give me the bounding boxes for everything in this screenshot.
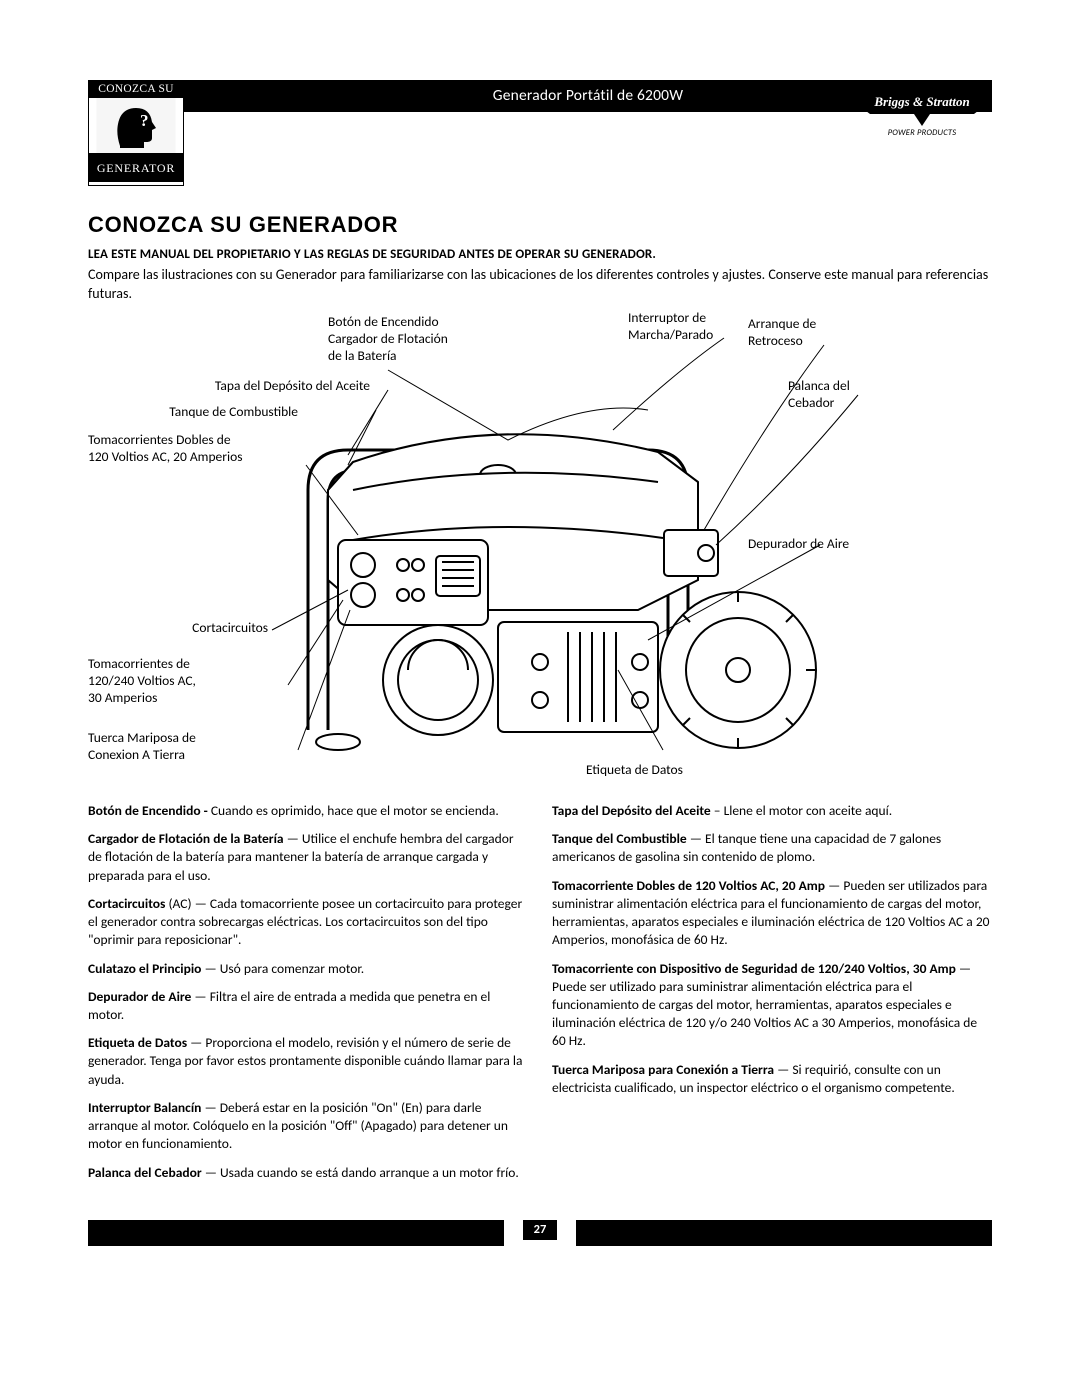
description-entry: Tanque del Combustible — El tanque tiene…: [552, 830, 992, 866]
label-tanque: Tanque de Combustible: [118, 404, 298, 421]
description-entry: Botón de Encendido - Cuando es oprimido,…: [88, 802, 528, 820]
generator-diagram: Botón de Encendido Cargador de Flotación…: [88, 310, 992, 800]
label-cortacirc: Cortacircuitos: [138, 620, 268, 637]
label-tapa-aceite: Tapa del Depósito del Aceite: [148, 378, 370, 395]
badge-head-icon: ?: [89, 98, 183, 154]
title-bar-text: Generador Portátil de 6200W: [493, 86, 683, 107]
label-tuerca: Tuerca Mariposa de Conexion A Tierra: [88, 730, 288, 764]
label-etiqueta: Etiqueta de Datos: [586, 762, 746, 779]
brand-logo: Briggs & Stratton POWER PRODUCTS: [852, 86, 992, 140]
description-entry: Depurador de Aire — Filtra el aire de en…: [88, 988, 528, 1024]
page-footer: 27: [88, 1220, 992, 1246]
description-entry: Etiqueta de Datos — Proporciona el model…: [88, 1034, 528, 1089]
description-entry: Cargador de Flotación de la Batería — Ut…: [88, 830, 528, 885]
label-dobles120: Tomacorrientes Dobles de 120 Voltios AC,…: [88, 432, 306, 466]
description-entry: Tomacorriente Dobles de 120 Voltios AC, …: [552, 877, 992, 950]
brand-sub: POWER PRODUCTS: [852, 128, 992, 139]
description-columns: Botón de Encendido - Cuando es oprimido,…: [88, 802, 992, 1192]
description-entry: Tomacorriente con Dispositivo de Segurid…: [552, 960, 992, 1051]
badge-bottom-text: GENERATOR: [89, 154, 183, 182]
label-arranque: Arranque de Retroceso: [748, 316, 868, 350]
section-subhead: LEA ESTE MANUAL DEL PROPIETARIO Y LAS RE…: [88, 246, 992, 264]
description-col-left: Botón de Encendido - Cuando es oprimido,…: [88, 802, 528, 1192]
badge-top-text: CONOZCA SU: [89, 81, 183, 98]
label-toma120-240: Tomacorrientes de 120/240 Voltios AC, 30…: [88, 656, 288, 707]
header: CONOZCA SU ? GENERATOR Generador Portáti…: [88, 80, 992, 190]
section-intro: Compare las ilustraciones con su Generad…: [88, 266, 992, 304]
section-heading: CONOZCA SU GENERADOR: [88, 210, 992, 240]
know-your-badge: CONOZCA SU ? GENERATOR: [88, 80, 184, 186]
svg-text:?: ?: [140, 111, 149, 130]
description-entry: Culatazo el Principio — Usó para comenza…: [88, 960, 528, 978]
description-entry: Interruptor Balancín — Deberá estar en l…: [88, 1099, 528, 1154]
description-entry: Palanca del Cebador — Usada cuando se es…: [88, 1164, 528, 1182]
label-palanca: Palanca del Cebador: [788, 378, 908, 412]
label-interruptor: Interruptor de Marcha/Parado: [628, 310, 748, 344]
description-entry: Tapa del Depósito del Aceite – Llene el …: [552, 802, 992, 820]
brand-name: Briggs & Stratton: [873, 94, 969, 109]
label-boton-float: Botón de Encendido Cargador de Flotación…: [328, 314, 508, 365]
description-entry: Tuerca Mariposa para Conexión a Tierra —…: [552, 1061, 992, 1097]
label-depurador: Depurador de Aire: [748, 536, 908, 553]
description-col-right: Tapa del Depósito del Aceite – Llene el …: [552, 802, 992, 1192]
description-entry: Cortacircuitos (AC) — Cada tomacorriente…: [88, 895, 528, 950]
page-number: 27: [523, 1220, 557, 1240]
